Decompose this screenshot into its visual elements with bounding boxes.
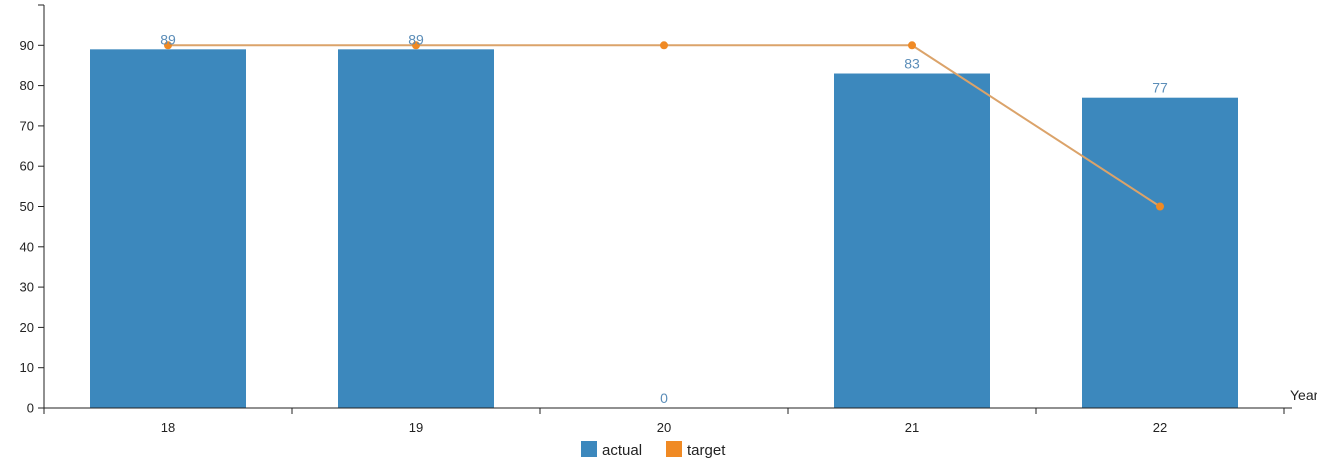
actual-bars (90, 49, 1238, 409)
legend: actual target (581, 441, 726, 459)
legend-item-target[interactable]: target (666, 441, 726, 459)
data-labels: 89 89 0 83 77 (160, 31, 1168, 406)
bar-actual[interactable] (90, 49, 246, 409)
target-point[interactable] (1156, 202, 1164, 211)
y-tick-label: 90 (20, 38, 34, 53)
legend-label-target: target (687, 442, 726, 459)
target-line (168, 44, 1161, 208)
target-point[interactable] (412, 41, 420, 50)
legend-swatch-actual (581, 441, 597, 457)
y-tick-label: 10 (20, 360, 34, 375)
y-tick-label: 50 (20, 199, 34, 214)
bar-value-label: 89 (160, 31, 176, 47)
y-tick-label: 80 (20, 78, 34, 93)
target-line-layer (164, 41, 1164, 211)
bar-value-label: 83 (904, 56, 920, 72)
bar-value-label: 77 (1152, 80, 1168, 96)
bar-value-label: 0 (660, 390, 668, 406)
bar-actual[interactable] (338, 49, 494, 409)
bar-actual[interactable] (1082, 97, 1238, 408)
target-point[interactable] (164, 41, 172, 50)
target-point[interactable] (660, 41, 668, 50)
target-point[interactable] (908, 41, 916, 50)
x-tick-label: 18 (161, 420, 175, 435)
x-tick-label: 20 (657, 420, 671, 435)
x-tick-label: 19 (409, 420, 423, 435)
x-tick-label: 22 (1153, 420, 1167, 435)
y-tick-label: 60 (20, 159, 34, 174)
axes: Year 0 10 20 30 40 50 60 70 80 90 18 19 20 21 22 (20, 4, 1317, 435)
legend-item-actual[interactable]: actual (581, 441, 642, 459)
legend-label-actual: actual (602, 442, 642, 459)
y-tick-label: 20 (20, 320, 34, 335)
y-tick-label: 30 (20, 280, 34, 295)
y-tick-label: 40 (20, 239, 34, 254)
y-tick-label: 0 (27, 401, 34, 416)
y-tick-label: 70 (20, 118, 34, 133)
bar-value-label: 89 (408, 31, 424, 47)
x-tick-label: 21 (905, 420, 919, 435)
bar-actual[interactable] (834, 73, 990, 408)
legend-swatch-target (666, 441, 682, 457)
x-axis-title: Year (1290, 387, 1317, 403)
